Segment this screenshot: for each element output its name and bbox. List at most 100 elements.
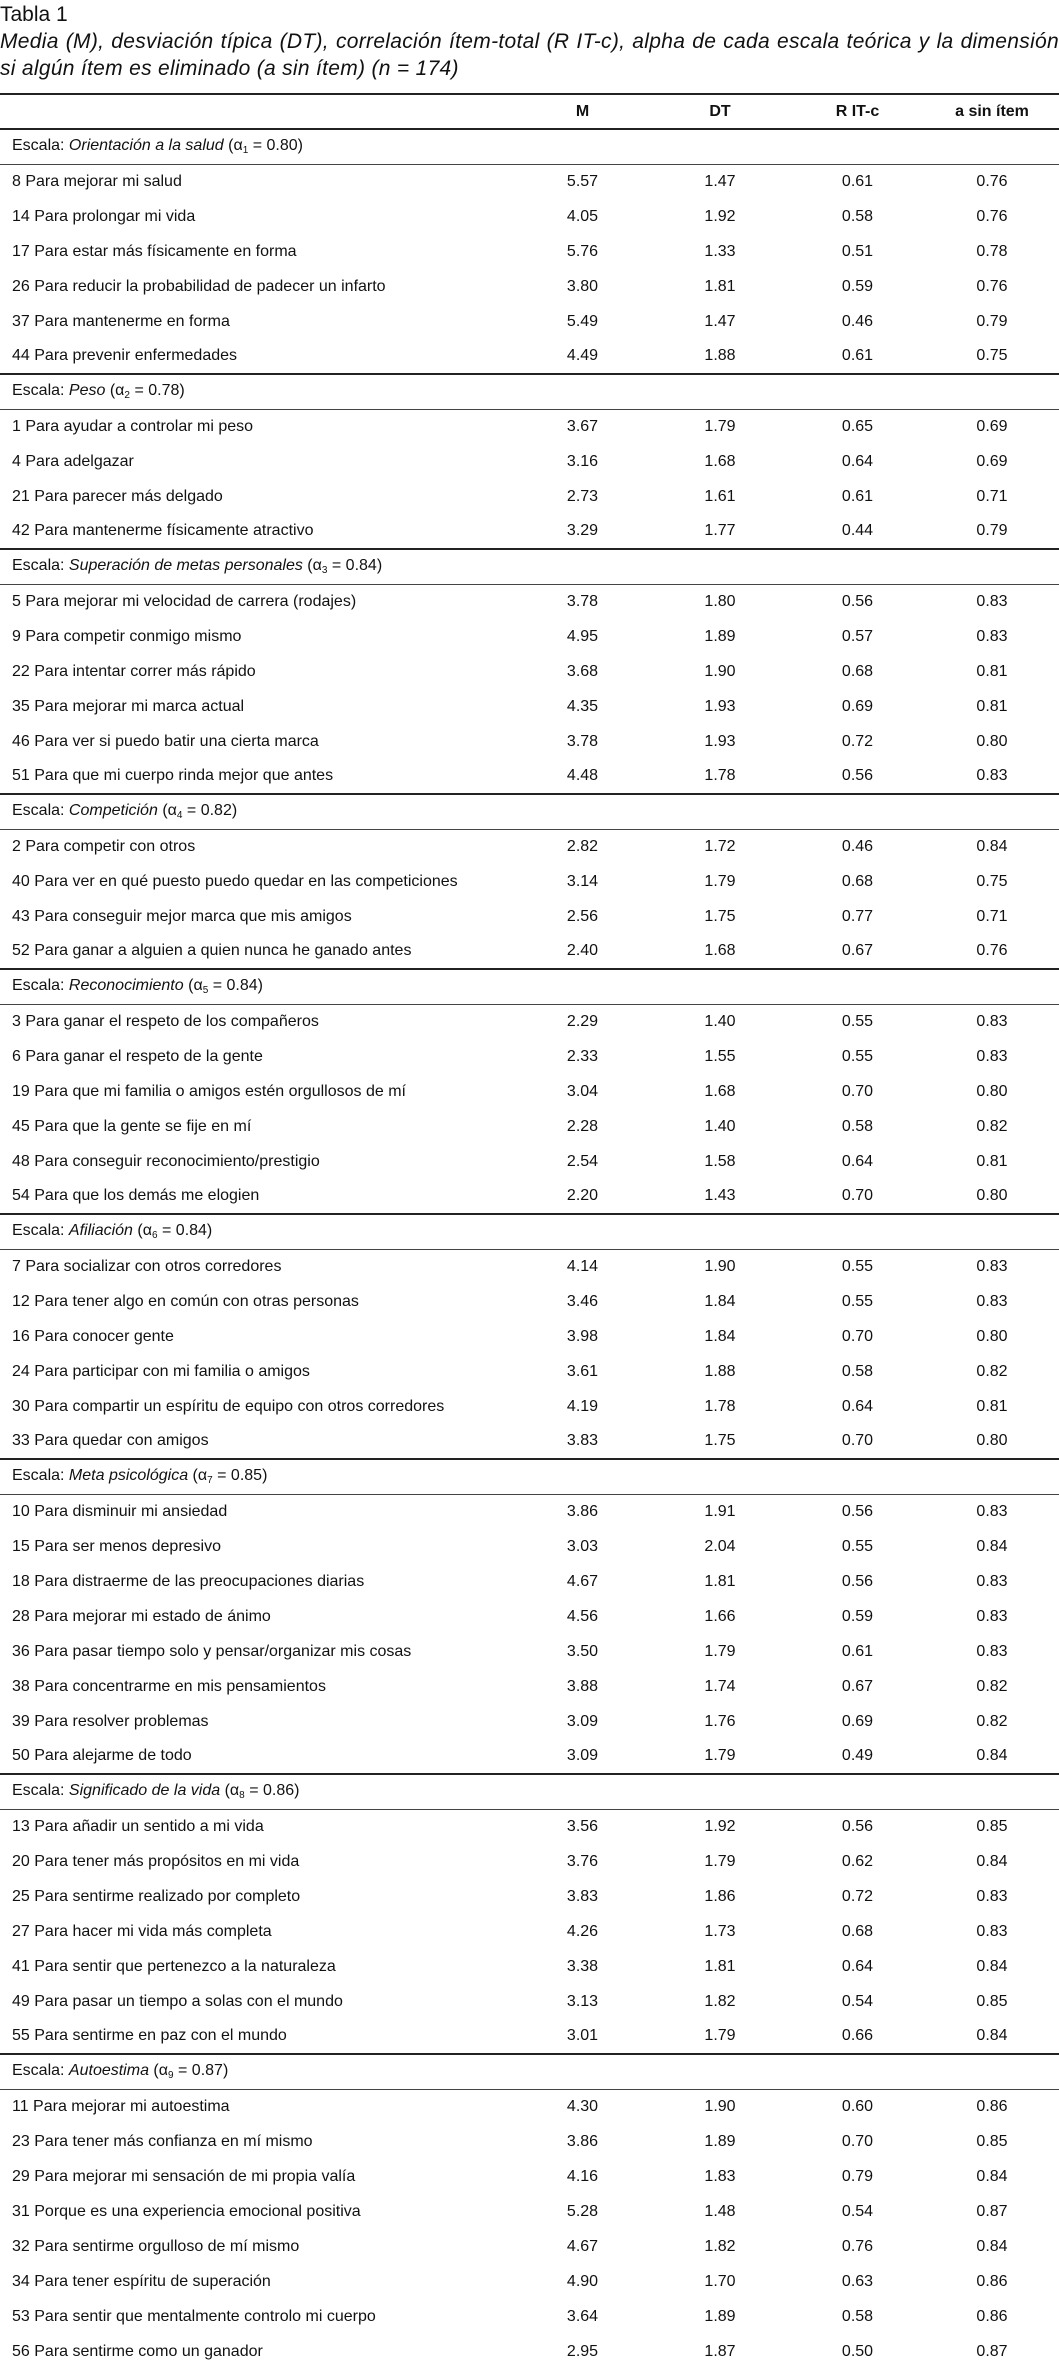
- item-value: 3.03: [566, 1537, 599, 1555]
- item-row: 50 Para alejarme de todo 3.09 1.79 0.49 0.84: [0, 1739, 1059, 1774]
- item-value: 0.70: [841, 1187, 874, 1204]
- item-value: 0.49: [841, 1747, 874, 1764]
- item-value: 0.83: [976, 1607, 1008, 1625]
- item-value: 0.81: [976, 662, 1008, 680]
- alpha-index: 8: [239, 1790, 245, 1802]
- item-label: 53 Para sentir que mentalmente controlo …: [12, 2307, 376, 2325]
- item-row: 22 Para intentar correr más rápido 3.68 1.…: [0, 654, 1059, 689]
- item-row: 33 Para quedar con amigos 3.83 1.75 0.70 0.8…: [0, 1424, 1059, 1459]
- item-row: 16 Para conocer gente 3.98 1.84 0.70 0.80: [0, 1319, 1059, 1354]
- item-value: 0.69: [841, 1712, 874, 1730]
- item-label: 10 Para disminuir mi ansiedad: [12, 1502, 228, 1520]
- item-label: 52 Para ganar a alguien a quien nunca he…: [12, 942, 412, 959]
- item-value: 0.83: [976, 1572, 1008, 1590]
- item-value: 0.70: [841, 1082, 874, 1100]
- scale-prefix: Escala:: [12, 2062, 65, 2080]
- scale-row: Escala: Autoestima (α9 = 0.87): [0, 2054, 1059, 2089]
- item-value: 0.87: [976, 2202, 1008, 2220]
- item-value: 4.05: [566, 207, 599, 225]
- item-label: 42 Para mantenerme físicamente atractivo: [12, 522, 314, 539]
- item-value: 1.47: [704, 172, 736, 190]
- item-row: 30 Para compartir un espíritu de equipo …: [0, 1389, 1059, 1424]
- item-value: 1.75: [704, 907, 736, 925]
- item-label: 29 Para mejorar mi sensación de mi propi…: [12, 2167, 356, 2185]
- item-value: 0.76: [976, 172, 1008, 190]
- item-value: 0.55: [841, 1537, 874, 1555]
- scale-prefix: Escala:: [12, 1782, 65, 1800]
- item-value: 2.20: [566, 1187, 599, 1204]
- item-value: 4.19: [566, 1397, 599, 1415]
- item-value: 0.61: [841, 172, 874, 190]
- item-label: 41 Para sentir que pertenezco a la natur…: [12, 1957, 336, 1975]
- item-value: 0.83: [976, 1292, 1008, 1310]
- scale-prefix: Escala:: [12, 1467, 65, 1485]
- scale-name: Reconocimiento: [68, 977, 184, 995]
- item-label: 48 Para conseguir reconocimiento/prestig…: [12, 1152, 320, 1170]
- item-row: 4 Para adelgazar 3.16 1.68 0.64 0.69: [0, 444, 1059, 479]
- item-value: 5.28: [566, 2202, 599, 2220]
- item-value: 0.81: [976, 697, 1008, 715]
- item-value: 0.55: [841, 1047, 874, 1065]
- item-value: 3.68: [566, 662, 599, 680]
- item-label: 51 Para que mi cuerpo rinda mejor que an…: [12, 767, 334, 784]
- alpha-value: = 0.84): [162, 1222, 213, 1240]
- item-row: 3 Para ganar el respeto de los compañero…: [0, 1004, 1059, 1039]
- item-row: 7 Para socializar con otros corredores 4.…: [0, 1249, 1059, 1284]
- item-value: 3.01: [566, 2027, 599, 2044]
- item-value: 1.89: [704, 627, 736, 645]
- item-label: 14 Para prolongar mi vida: [12, 207, 196, 225]
- item-value: 0.60: [841, 2097, 874, 2115]
- header-cell: [0, 94, 515, 129]
- item-row: 29 Para mejorar mi sensación de mi propi…: [0, 2159, 1059, 2194]
- item-row: 26 Para reducir la probabilidad de padec…: [0, 269, 1059, 304]
- item-value: 3.78: [566, 732, 599, 750]
- scale-cell: Escala: Superación de metas personales (…: [0, 549, 1059, 584]
- item-value: 3.98: [566, 1327, 599, 1345]
- alpha-index: 3: [321, 565, 328, 577]
- alpha-symbol: (α: [224, 1782, 240, 1800]
- item-value: 0.46: [841, 312, 874, 330]
- item-label: 9 Para competir conmigo mismo: [12, 627, 242, 645]
- item-value: 1.90: [704, 2097, 736, 2115]
- item-row: 31 Porque es una experiencia emocional p…: [0, 2194, 1059, 2229]
- item-value: 1.78: [704, 767, 736, 784]
- item-label: 23 Para tener más confianza en mí mismo: [12, 2132, 313, 2150]
- item-value: 0.69: [841, 697, 874, 715]
- item-value: 5.76: [566, 242, 599, 260]
- item-label: 27 Para hacer mi vida más completa: [12, 1922, 272, 1940]
- item-value: 0.82: [976, 1712, 1008, 1730]
- item-value: 0.82: [976, 1362, 1008, 1380]
- item-value: 0.82: [976, 1677, 1008, 1695]
- item-value: 0.87: [976, 2342, 1008, 2360]
- item-label: 36 Para pasar tiempo solo y pensar/organ…: [12, 1642, 412, 1660]
- item-value: 3.38: [566, 1957, 599, 1975]
- scale-prefix: Escala:: [12, 557, 65, 575]
- item-label: 30 Para compartir un espíritu de equipo …: [12, 1397, 445, 1415]
- scale-name: Orientación a la salud: [68, 137, 224, 155]
- item-value: 3.78: [566, 592, 599, 610]
- item-label: 7 Para socializar con otros corredores: [12, 1257, 282, 1275]
- scale-name: Meta psicológica: [68, 1467, 189, 1485]
- column-header: M: [575, 102, 590, 120]
- item-value: 0.84: [976, 837, 1008, 855]
- item-value: 1.89: [704, 2132, 736, 2150]
- item-value: 0.79: [976, 522, 1008, 539]
- scale-prefix: Escala:: [12, 977, 65, 995]
- item-label: 16 Para conocer gente: [12, 1327, 174, 1345]
- scale-name: Significado de la vida: [68, 1782, 221, 1800]
- item-value: 1.92: [704, 1817, 736, 1835]
- item-row: 8 Para mejorar mi salud 5.57 1.47 0.61 0.76: [0, 164, 1059, 199]
- item-value: 1.61: [704, 487, 736, 505]
- item-value: 1.79: [704, 2027, 736, 2044]
- alpha-value: = 0.87): [178, 2062, 229, 2080]
- item-label: 54 Para que los demás me elogien: [12, 1187, 260, 1204]
- scale-row: Escala: Peso (α2 = 0.78): [0, 374, 1059, 409]
- alpha-symbol: (α: [188, 977, 203, 995]
- column-header: R IT-c: [835, 102, 880, 120]
- item-value: 1.90: [704, 662, 736, 680]
- item-value: 1.76: [704, 1712, 736, 1730]
- item-value: 0.57: [841, 627, 874, 645]
- item-value: 1.68: [704, 452, 736, 470]
- item-value: 4.90: [566, 2272, 599, 2290]
- scale-row: Escala: Significado de la vida (α8 = 0.8…: [0, 1774, 1059, 1809]
